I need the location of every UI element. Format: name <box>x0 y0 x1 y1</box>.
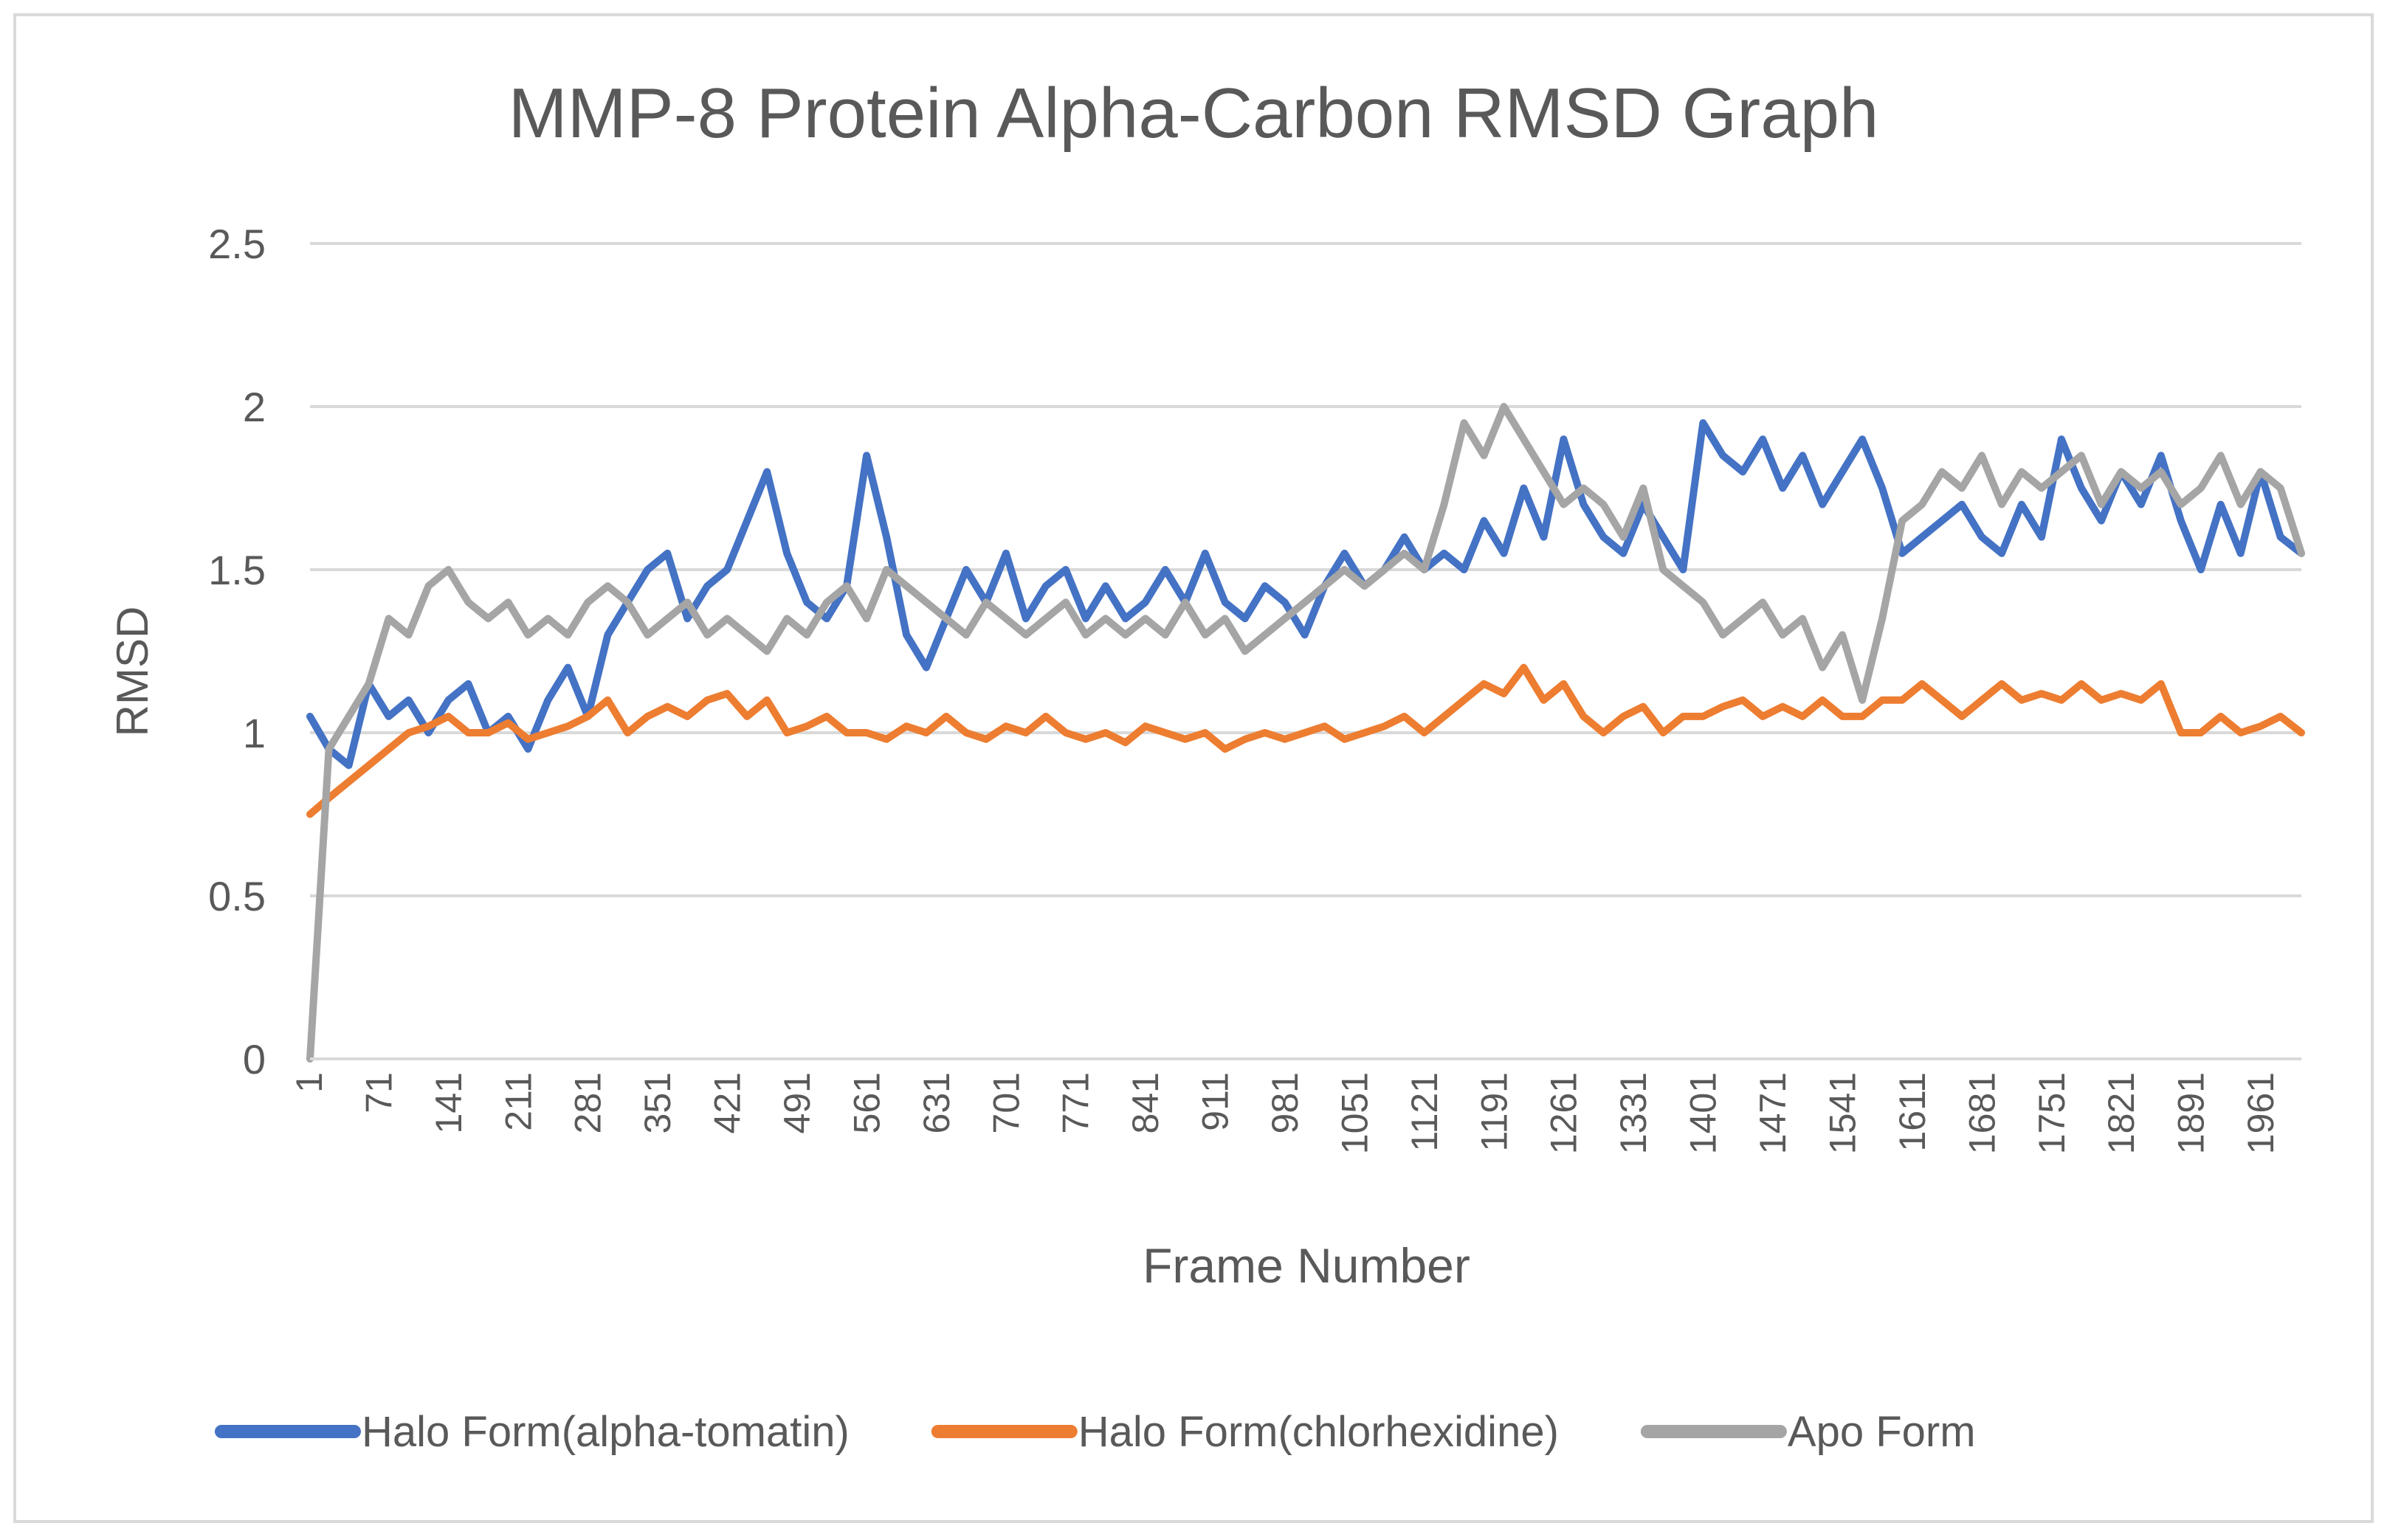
x-tick-label: 1051 <box>1334 1072 1376 1154</box>
series-lines <box>306 403 2305 1063</box>
x-tick-label: 141 <box>428 1072 469 1133</box>
x-tick-label: 1 <box>289 1072 330 1093</box>
x-tick-label: 561 <box>846 1072 887 1133</box>
x-tick-label: 1821 <box>2101 1072 2142 1154</box>
x-tick-label: 281 <box>568 1072 609 1133</box>
legend: Halo Form(alpha-tomatin) Halo Form(chlorh… <box>215 1408 1976 1456</box>
series-line <box>306 403 2305 1063</box>
y-tick-label: 1 <box>243 710 266 756</box>
series-line <box>306 419 2305 770</box>
y-tick-label: 2 <box>243 384 266 430</box>
x-tick-label: 1191 <box>1473 1072 1515 1152</box>
x-tick-label: 1471 <box>1752 1072 1794 1154</box>
x-tick-label: 1681 <box>1961 1072 2002 1154</box>
x-tick-label: 631 <box>916 1072 957 1133</box>
x-tick-label: 981 <box>1264 1072 1306 1133</box>
x-axis-label: Frame Number <box>1143 1238 1470 1293</box>
chart-border <box>13 13 2374 1523</box>
legend-label: Apo Form <box>1788 1408 1976 1456</box>
x-tick-label: 351 <box>637 1072 678 1133</box>
x-tick-label: 421 <box>707 1072 748 1133</box>
x-tick-label: 1261 <box>1543 1072 1585 1154</box>
legend-label: Halo Form(alpha-tomatin) <box>362 1408 850 1456</box>
x-tick-label: 71 <box>358 1072 399 1113</box>
x-tick-label: 911 <box>1195 1072 1236 1131</box>
x-tick-label: 1751 <box>2031 1072 2073 1154</box>
y-tick-label: 2.5 <box>208 221 266 267</box>
x-axis-ticks: 1 71 141 211 281 351 421 491 561 631 701 771 841 911 9… <box>289 1072 2281 1154</box>
x-tick-label: 841 <box>1125 1072 1166 1133</box>
series-line <box>306 663 2305 818</box>
x-tick-label: 1961 <box>2240 1072 2281 1154</box>
x-tick-label: 771 <box>1055 1072 1097 1133</box>
y-tick-label: 1.5 <box>208 547 266 593</box>
y-axis-label: RMSD <box>108 607 157 737</box>
legend-label: Halo Form(chlorhexidine) <box>1078 1408 1559 1456</box>
x-tick-label: 1121 <box>1404 1072 1445 1152</box>
x-tick-label: 1611 <box>1892 1072 1933 1152</box>
x-tick-label: 701 <box>985 1072 1027 1133</box>
y-tick-label: 0 <box>243 1036 266 1083</box>
x-tick-label: 491 <box>776 1072 818 1133</box>
chart-title: MMP-8 Protein Alpha-Carbon RMSD Graph <box>509 74 1879 153</box>
x-tick-label: 1541 <box>1822 1072 1864 1154</box>
y-axis-ticks: 0 0.5 1 1.5 2 2.5 <box>208 221 266 1083</box>
x-tick-label: 1401 <box>1683 1072 1724 1154</box>
y-tick-label: 0.5 <box>208 873 266 919</box>
x-tick-label: 1331 <box>1613 1072 1654 1154</box>
x-tick-label: 1891 <box>2171 1072 2212 1154</box>
x-tick-label: 211 <box>497 1072 539 1131</box>
